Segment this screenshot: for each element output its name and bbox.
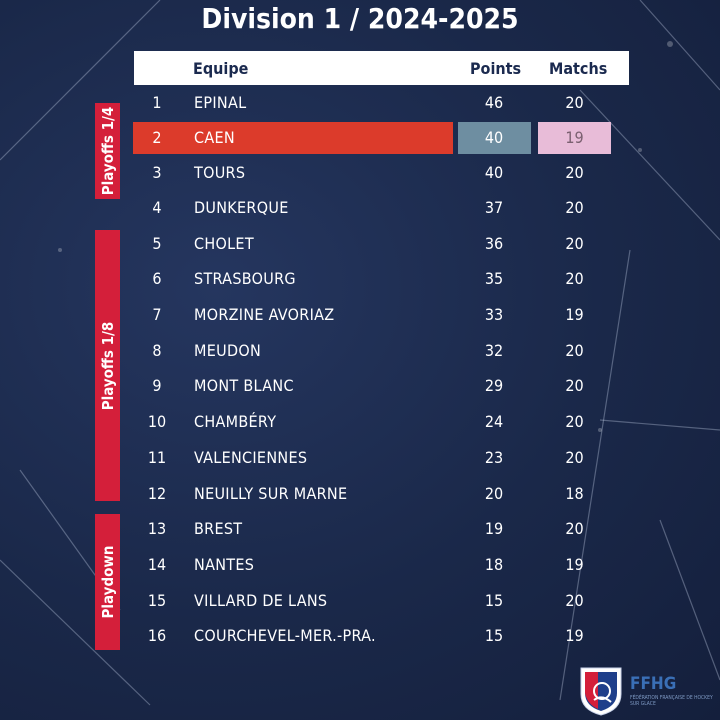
team-cell: VILLARD DE LANS bbox=[194, 591, 328, 610]
points-cell: 32 bbox=[484, 341, 504, 360]
matches-cell: 20 bbox=[565, 234, 584, 253]
table-row: 5 CHOLET 36 20 bbox=[134, 227, 629, 261]
points-cell: 40 bbox=[484, 163, 504, 182]
logo-text: FFHG bbox=[630, 674, 677, 694]
points-cell: 35 bbox=[484, 269, 504, 288]
rank-cell: 14 bbox=[147, 555, 167, 574]
points-cell: 23 bbox=[484, 448, 504, 467]
matches-cell: 20 bbox=[565, 412, 584, 431]
rank-cell: 11 bbox=[147, 448, 167, 467]
matches-cell: 20 bbox=[565, 591, 584, 610]
table-row: 1 EPINAL 46 20 bbox=[134, 86, 629, 120]
table-row: 8 MEUDON 32 20 bbox=[134, 334, 629, 368]
matches-cell: 20 bbox=[565, 163, 584, 182]
ffhg-shield-icon bbox=[580, 667, 622, 716]
team-cell: VALENCIENNES bbox=[194, 448, 308, 467]
rank-cell: 5 bbox=[152, 234, 162, 253]
table-row: 9 MONT BLANC 29 20 bbox=[134, 369, 629, 403]
highlight-team-cell bbox=[133, 122, 453, 154]
table-row: 11 VALENCIENNES 23 20 bbox=[134, 441, 629, 475]
header-matches: Matchs bbox=[549, 59, 608, 78]
matches-cell: 20 bbox=[565, 376, 584, 395]
points-cell: 29 bbox=[484, 376, 504, 395]
group-label: Playoffs 1/4 bbox=[98, 106, 117, 196]
points-cell: 37 bbox=[484, 198, 504, 217]
table-row: 4 DUNKERQUE 37 20 bbox=[134, 191, 629, 225]
points-cell: 15 bbox=[484, 626, 504, 645]
table-row: 2 CAEN 40 19 bbox=[134, 121, 629, 155]
rank-cell: 2 bbox=[152, 128, 162, 147]
points-cell: 36 bbox=[484, 234, 504, 253]
page-title: Division 1 / 2024-2025 bbox=[201, 2, 519, 35]
matches-cell: 20 bbox=[565, 448, 584, 467]
rank-cell: 1 bbox=[152, 93, 162, 112]
table-row: 16 COURCHEVEL-MER.-PRA. 15 19 bbox=[134, 619, 629, 653]
points-cell: 46 bbox=[484, 93, 504, 112]
team-cell: CAEN bbox=[194, 128, 235, 147]
logo-subtitle: FÉDÉRATION FRANÇAISE DE HOCKEY SUR GLACE bbox=[630, 695, 713, 707]
points-cell: 19 bbox=[484, 519, 504, 538]
table-row: 15 VILLARD DE LANS 15 20 bbox=[134, 584, 629, 618]
matches-cell: 19 bbox=[565, 305, 584, 324]
group-playoffs-quarter: Playoffs 1/4 bbox=[95, 103, 120, 199]
table-row: 6 STRASBOURG 35 20 bbox=[134, 262, 629, 296]
rank-cell: 12 bbox=[147, 484, 167, 503]
rank-cell: 8 bbox=[152, 341, 162, 360]
points-cell: 15 bbox=[484, 591, 504, 610]
team-cell: COURCHEVEL-MER.-PRA. bbox=[194, 626, 376, 645]
ffhg-logo: FFHG FÉDÉRATION FRANÇAISE DE HOCKEY SUR … bbox=[578, 664, 718, 718]
table-row: 3 TOURS 40 20 bbox=[134, 156, 629, 190]
table-row: 14 NANTES 18 19 bbox=[134, 548, 629, 582]
team-cell: MONT BLANC bbox=[194, 376, 294, 395]
team-cell: CHAMBÉRY bbox=[194, 412, 277, 431]
rank-cell: 16 bbox=[147, 626, 167, 645]
rank-cell: 9 bbox=[152, 376, 162, 395]
table-row: 13 BREST 19 20 bbox=[134, 512, 629, 546]
matches-cell: 19 bbox=[565, 626, 584, 645]
team-cell: MORZINE AVORIAZ bbox=[194, 305, 335, 324]
points-cell: 18 bbox=[484, 555, 504, 574]
matches-cell: 20 bbox=[565, 269, 584, 288]
group-label: Playoffs 1/8 bbox=[98, 321, 117, 410]
team-cell: STRASBOURG bbox=[194, 269, 296, 288]
team-cell: BREST bbox=[194, 519, 243, 538]
group-label: Playdown bbox=[98, 545, 117, 619]
matches-cell: 19 bbox=[565, 555, 584, 574]
team-cell: TOURS bbox=[194, 163, 246, 182]
header-points: Points bbox=[470, 59, 522, 78]
highlight-matches-cell bbox=[538, 122, 611, 154]
rank-cell: 6 bbox=[152, 269, 162, 288]
rank-cell: 10 bbox=[147, 412, 167, 431]
rank-cell: 3 bbox=[152, 163, 162, 182]
rank-cell: 4 bbox=[152, 198, 162, 217]
points-cell: 24 bbox=[484, 412, 504, 431]
table-row: 10 CHAMBÉRY 24 20 bbox=[134, 405, 629, 439]
points-cell: 33 bbox=[484, 305, 504, 324]
matches-cell: 20 bbox=[565, 519, 584, 538]
team-cell: MEUDON bbox=[194, 341, 262, 360]
group-playoffs-eighth: Playoffs 1/8 bbox=[95, 230, 120, 501]
points-cell: 20 bbox=[484, 484, 504, 503]
table-row: 7 MORZINE AVORIAZ 33 19 bbox=[134, 298, 629, 332]
team-cell: EPINAL bbox=[194, 93, 247, 112]
team-cell: DUNKERQUE bbox=[194, 198, 289, 217]
table-row: 12 NEUILLY SUR MARNE 20 18 bbox=[134, 477, 629, 511]
team-cell: NEUILLY SUR MARNE bbox=[194, 484, 348, 503]
table-header: Equipe Points Matchs bbox=[134, 51, 629, 85]
team-cell: CHOLET bbox=[194, 234, 254, 253]
team-cell: NANTES bbox=[194, 555, 255, 574]
rank-cell: 7 bbox=[152, 305, 162, 324]
rank-cell: 13 bbox=[147, 519, 167, 538]
points-cell: 40 bbox=[484, 128, 504, 147]
group-playdown: Playdown bbox=[95, 514, 120, 650]
matches-cell: 20 bbox=[565, 198, 584, 217]
matches-cell: 20 bbox=[565, 341, 584, 360]
highlight-points-cell bbox=[458, 122, 531, 154]
matches-cell: 20 bbox=[565, 93, 584, 112]
header-team: Equipe bbox=[193, 59, 249, 78]
matches-cell: 18 bbox=[565, 484, 584, 503]
rank-cell: 15 bbox=[147, 591, 167, 610]
matches-cell: 19 bbox=[565, 128, 584, 147]
